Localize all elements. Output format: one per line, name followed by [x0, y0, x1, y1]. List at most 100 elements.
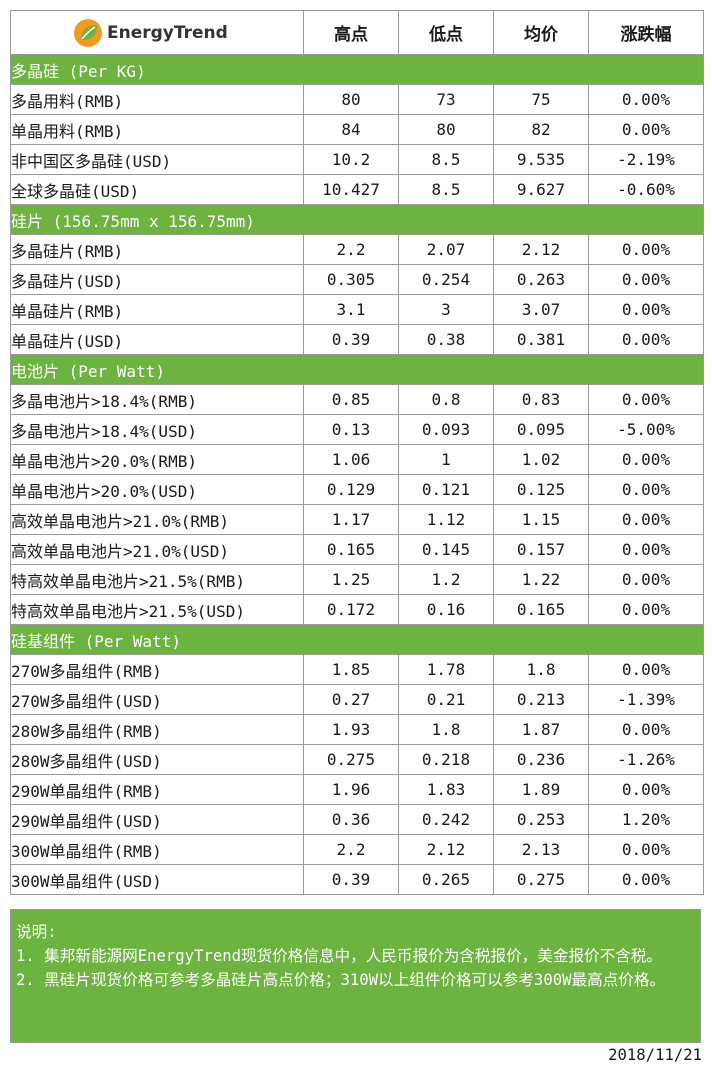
avg-value: 0.213 [493, 684, 589, 715]
table-row: 多晶电池片>18.4%(USD) 0.13 0.093 0.095 -5.00% [10, 414, 704, 445]
high-value: 0.36 [303, 804, 399, 835]
section-title: 硅基组件 (Per Watt) [10, 624, 704, 655]
notes-title: 说明: [16, 923, 57, 941]
section-title: 电池片 (Per Watt) [10, 354, 704, 385]
high-value: 1.25 [303, 564, 399, 595]
avg-value: 75 [493, 84, 589, 115]
table-row: 非中国区多晶硅(USD) 10.2 8.5 9.535 -2.19% [10, 144, 704, 175]
high-value: 2.2 [303, 834, 399, 865]
high-value: 1.17 [303, 504, 399, 535]
high-value: 0.305 [303, 264, 399, 295]
change-value: -5.00% [588, 414, 704, 445]
table-row: 280W多晶组件(RMB) 1.93 1.8 1.87 0.00% [10, 714, 704, 745]
table-row: 270W多晶组件(RMB) 1.85 1.78 1.8 0.00% [10, 654, 704, 685]
low-value: 1.2 [398, 564, 494, 595]
high-value: 0.85 [303, 384, 399, 415]
high-value: 0.165 [303, 534, 399, 565]
item-name: 多晶电池片>18.4%(USD) [10, 414, 304, 445]
header-high: 高点 [303, 10, 399, 55]
high-value: 84 [303, 114, 399, 145]
change-value: 0.00% [588, 564, 704, 595]
high-value: 80 [303, 84, 399, 115]
section-title: 多晶硅 (Per KG) [10, 54, 704, 85]
table-row: 单晶电池片>20.0%(RMB) 1.06 1 1.02 0.00% [10, 444, 704, 475]
item-name: 单晶硅片(USD) [10, 324, 304, 355]
item-name: 多晶硅片(USD) [10, 264, 304, 295]
avg-value: 9.627 [493, 174, 589, 205]
high-value: 1.06 [303, 444, 399, 475]
high-value: 10.427 [303, 174, 399, 205]
change-value: 0.00% [588, 84, 704, 115]
change-value: 0.00% [588, 864, 704, 895]
low-value: 0.38 [398, 324, 494, 355]
section-header: 硅基组件 (Per Watt) [10, 624, 704, 655]
low-value: 1.83 [398, 774, 494, 805]
high-value: 0.13 [303, 414, 399, 445]
low-value: 0.145 [398, 534, 494, 565]
section-header: 电池片 (Per Watt) [10, 354, 704, 385]
table-row: 多晶硅片(RMB) 2.2 2.07 2.12 0.00% [10, 234, 704, 265]
change-value: 0.00% [588, 384, 704, 415]
avg-value: 0.165 [493, 594, 589, 625]
change-value: 0.00% [588, 474, 704, 505]
high-value: 0.39 [303, 324, 399, 355]
notes-line: 2. 黑硅片现货价格可参考多晶硅片高点价格；310W以上组件价格可以参考300W… [16, 971, 666, 989]
low-value: 1 [398, 444, 494, 475]
item-name: 270W多晶组件(USD) [10, 684, 304, 715]
item-name: 多晶用料(RMB) [10, 84, 304, 115]
item-name: 300W单晶组件(RMB) [10, 834, 304, 865]
change-value: 0.00% [588, 714, 704, 745]
change-value: 0.00% [588, 834, 704, 865]
item-name: 280W多晶组件(RMB) [10, 714, 304, 745]
avg-value: 0.157 [493, 534, 589, 565]
high-value: 0.275 [303, 744, 399, 775]
high-value: 2.2 [303, 234, 399, 265]
high-value: 1.93 [303, 714, 399, 745]
low-value: 3 [398, 294, 494, 325]
item-name: 高效单晶电池片>21.0%(USD) [10, 534, 304, 565]
leaf-logo-icon [74, 18, 102, 47]
table-row: 单晶硅片(USD) 0.39 0.38 0.381 0.00% [10, 324, 704, 355]
low-value: 0.093 [398, 414, 494, 445]
report-date: 2018/11/21 [608, 1046, 702, 1064]
item-name: 280W多晶组件(USD) [10, 744, 304, 775]
high-value: 0.39 [303, 864, 399, 895]
header-row: EnergyTrend 高点 低点 均价 涨跌幅 [10, 10, 704, 55]
section-header: 多晶硅 (Per KG) [10, 54, 704, 85]
table-row: 300W单晶组件(USD) 0.39 0.265 0.275 0.00% [10, 864, 704, 895]
low-value: 8.5 [398, 144, 494, 175]
avg-value: 0.83 [493, 384, 589, 415]
avg-value: 0.275 [493, 864, 589, 895]
avg-value: 1.87 [493, 714, 589, 745]
high-value: 0.27 [303, 684, 399, 715]
avg-value: 1.22 [493, 564, 589, 595]
low-value: 0.8 [398, 384, 494, 415]
table-row: 290W单晶组件(USD) 0.36 0.242 0.253 1.20% [10, 804, 704, 835]
low-value: 0.218 [398, 744, 494, 775]
section-title: 硅片 (156.75mm x 156.75mm) [10, 204, 704, 235]
item-name: 单晶电池片>20.0%(RMB) [10, 444, 304, 475]
avg-value: 0.125 [493, 474, 589, 505]
item-name: 全球多晶硅(USD) [10, 174, 304, 205]
low-value: 2.12 [398, 834, 494, 865]
table-row: 单晶硅片(RMB) 3.1 3 3.07 0.00% [10, 294, 704, 325]
avg-value: 1.02 [493, 444, 589, 475]
change-value: 0.00% [588, 504, 704, 535]
change-value: 0.00% [588, 774, 704, 805]
table-row: 270W多晶组件(USD) 0.27 0.21 0.213 -1.39% [10, 684, 704, 715]
avg-value: 0.095 [493, 414, 589, 445]
high-value: 10.2 [303, 144, 399, 175]
item-name: 高效单晶电池片>21.0%(RMB) [10, 504, 304, 535]
low-value: 0.242 [398, 804, 494, 835]
low-value: 0.265 [398, 864, 494, 895]
table-row: 290W单晶组件(RMB) 1.96 1.83 1.89 0.00% [10, 774, 704, 805]
item-name: 多晶硅片(RMB) [10, 234, 304, 265]
header-low: 低点 [398, 10, 494, 55]
avg-value: 1.8 [493, 654, 589, 685]
high-value: 0.129 [303, 474, 399, 505]
low-value: 0.16 [398, 594, 494, 625]
high-value: 1.96 [303, 774, 399, 805]
item-name: 300W单晶组件(USD) [10, 864, 304, 895]
logo: EnergyTrend [11, 18, 303, 48]
low-value: 1.12 [398, 504, 494, 535]
